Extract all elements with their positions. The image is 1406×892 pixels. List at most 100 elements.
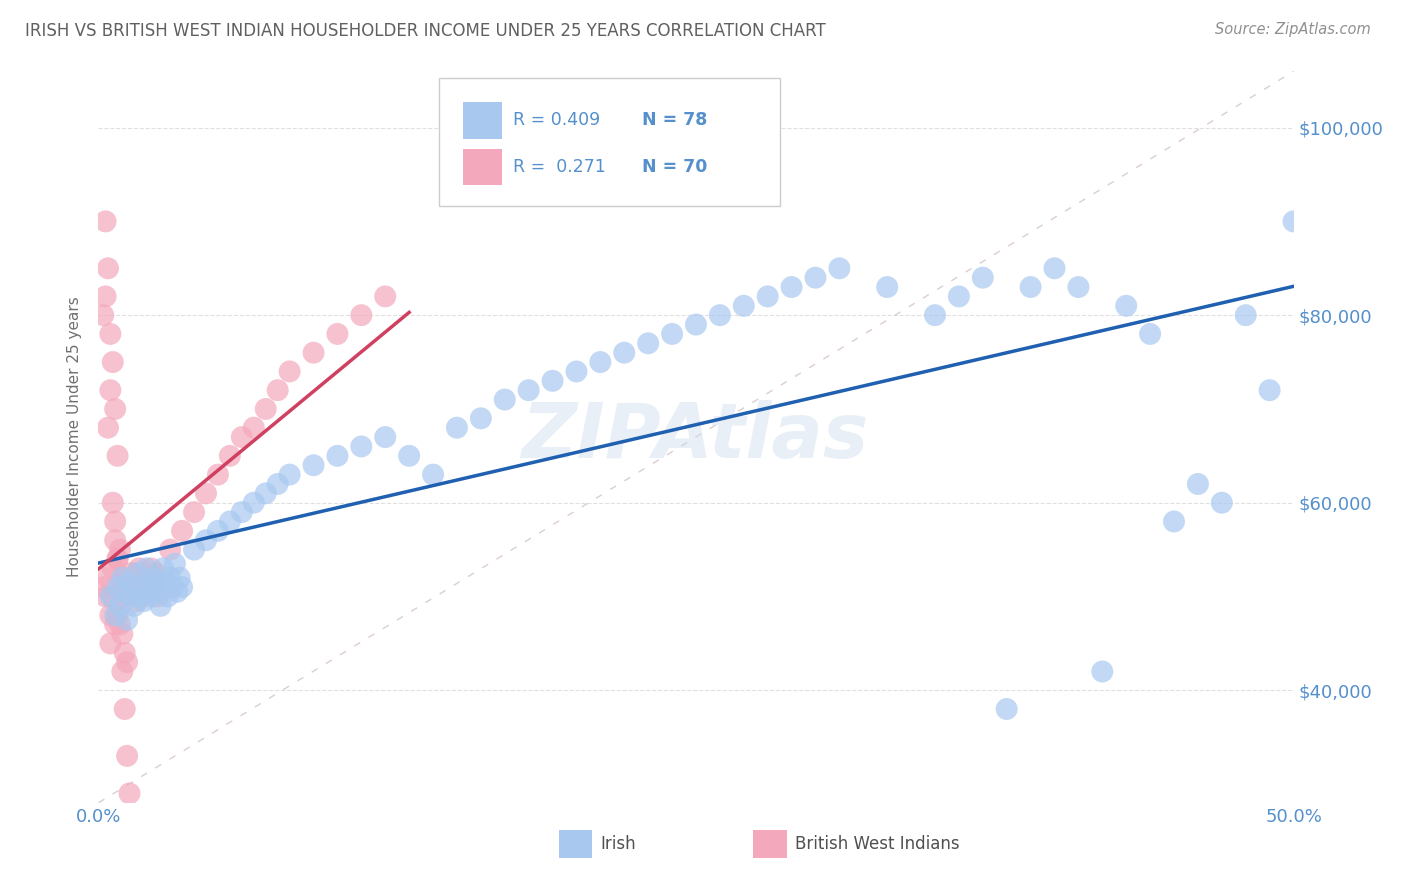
Point [104,608,127,623]
Point [1234,308,1257,322]
Point [91,308,114,322]
Point [107,449,129,463]
Point [101,355,124,369]
Point [1115,299,1137,313]
Point [163,557,186,571]
Point [1258,383,1281,397]
Text: Source: ZipAtlas.com: Source: ZipAtlas.com [1215,22,1371,37]
Point [114,571,136,585]
Point [972,270,994,285]
Point [1282,214,1305,228]
Point [183,542,205,557]
Point [97,261,120,276]
Point [107,552,129,566]
Point [541,374,564,388]
Point [108,599,131,613]
Point [142,571,165,585]
Point [131,590,153,604]
Point [876,280,898,294]
Point [374,430,396,444]
Point [152,561,174,575]
Point [195,486,218,500]
Point [422,467,444,482]
Point [104,515,127,529]
Point [125,566,148,580]
Bar [558,830,592,858]
Point [207,467,229,482]
Point [107,552,129,566]
Point [172,580,194,594]
Point [115,655,138,669]
Point [91,580,114,594]
Point [326,449,349,463]
Point [159,571,181,585]
Point [111,571,134,585]
Point [494,392,516,407]
Point [142,575,165,590]
Point [98,608,122,623]
Point [108,617,131,632]
Point [114,702,136,716]
Text: N = 70: N = 70 [643,158,707,177]
Point [97,571,120,585]
Point [243,496,266,510]
Point [756,289,779,303]
Point [111,665,134,679]
Point [98,636,122,650]
FancyBboxPatch shape [439,78,780,206]
Point [231,430,253,444]
Point [121,566,143,580]
Point [148,584,170,599]
Point [135,571,157,585]
Point [780,280,803,294]
Point [145,566,167,580]
Point [104,401,127,416]
Point [1067,280,1090,294]
Point [111,627,134,641]
Point [613,345,636,359]
Point [118,575,141,590]
Point [374,289,396,303]
Point [1091,665,1114,679]
Point [172,524,194,538]
Point [207,524,229,538]
Bar [463,102,502,138]
Point [128,580,150,594]
Point [145,580,167,594]
Point [183,505,205,519]
Point [162,580,184,594]
Point [155,575,177,590]
Point [139,561,162,575]
Point [148,590,170,604]
Point [131,590,153,604]
Point [101,496,124,510]
Point [121,590,143,604]
Point [156,590,179,604]
Point [108,599,131,613]
Point [219,449,242,463]
Point [149,599,172,613]
Point [159,542,181,557]
Point [107,580,129,594]
Point [118,590,141,604]
Point [1163,515,1185,529]
Point [278,467,301,482]
Point [350,308,373,322]
Point [114,584,136,599]
Point [195,533,218,548]
Point [107,608,129,623]
Point [135,561,157,575]
Point [804,270,827,285]
Point [231,505,253,519]
Point [995,702,1018,716]
Point [1211,496,1233,510]
Point [302,345,325,359]
Point [94,590,117,604]
Point [98,590,122,604]
Text: British West Indians: British West Indians [796,835,960,853]
Point [111,584,134,599]
Point [828,261,851,276]
Point [101,590,124,604]
Point [948,289,970,303]
Point [1019,280,1042,294]
